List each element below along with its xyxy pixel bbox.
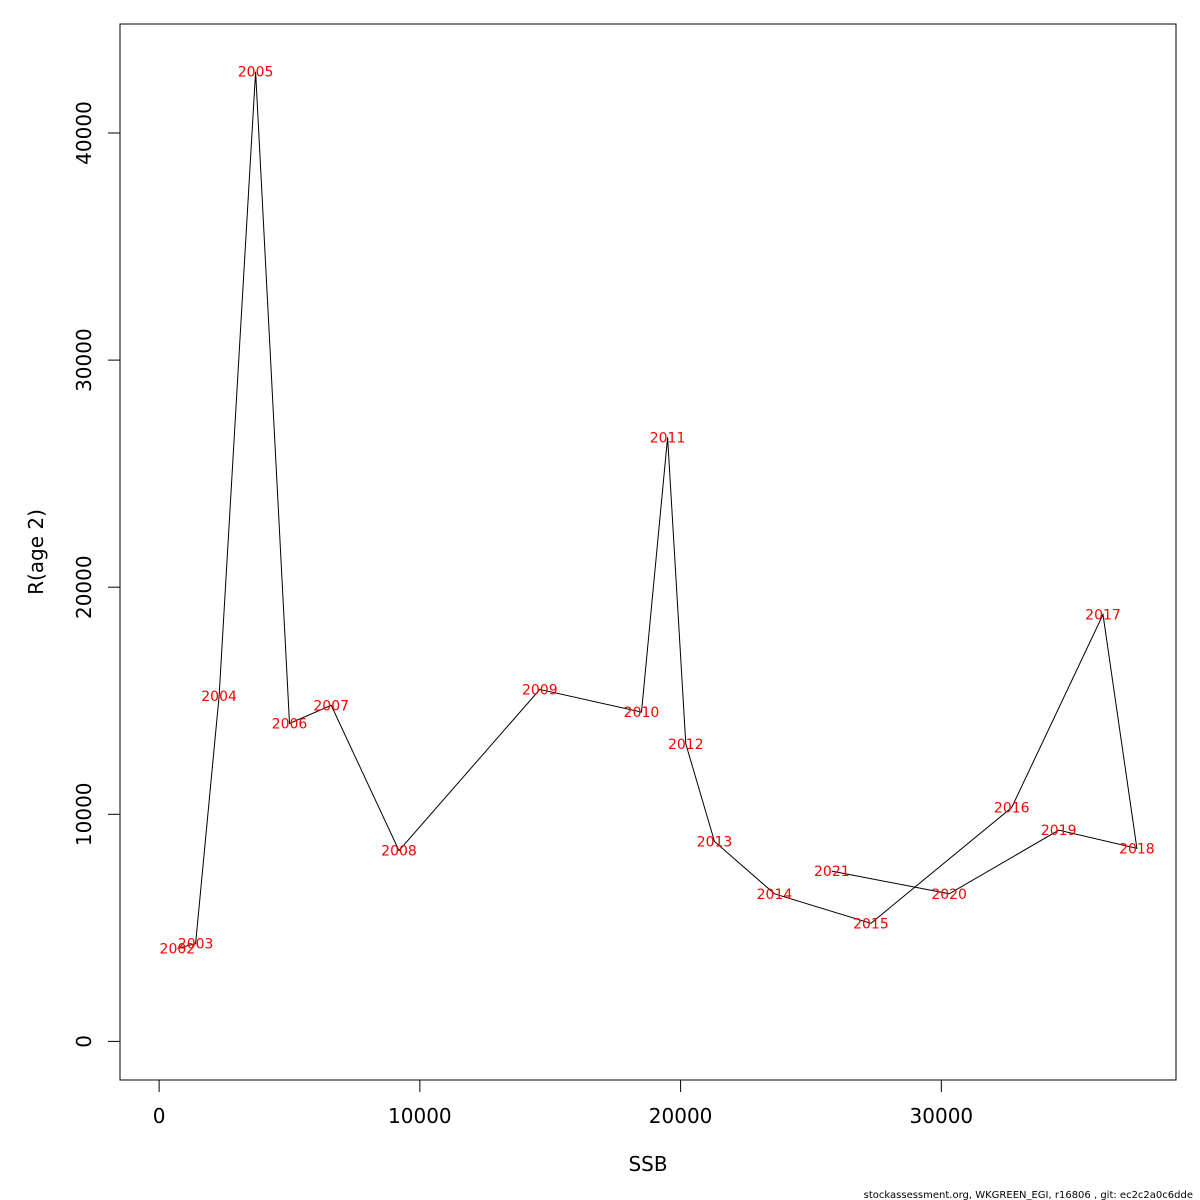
footer-credit: stockassessment.org, WKGREEN_EGI, r16806… [864, 1190, 1193, 1200]
y-axis: 0 10000 20000 30000 40000 [72, 101, 121, 1048]
y-tick-label: 0 [72, 1035, 96, 1048]
point-label-2006: 2006 [272, 716, 308, 732]
x-tick-label: 20000 [649, 1104, 713, 1128]
x-tick-label: 10000 [388, 1104, 452, 1128]
point-label-2018: 2018 [1119, 841, 1155, 857]
point-label-2020: 2020 [931, 887, 967, 903]
x-tick-label: 0 [153, 1104, 166, 1128]
point-label-2012: 2012 [668, 737, 704, 753]
point-label-2021: 2021 [814, 864, 850, 880]
point-label-2011: 2011 [650, 430, 686, 446]
x-tick-label: 30000 [910, 1104, 974, 1128]
y-tick-label: 20000 [72, 555, 96, 619]
point-label-2007: 2007 [313, 698, 349, 714]
point-label-2017: 2017 [1085, 607, 1121, 623]
point-label-2004: 2004 [201, 689, 237, 705]
series-polyline [177, 71, 1138, 949]
point-label-2009: 2009 [522, 682, 558, 698]
point-label-2019: 2019 [1041, 823, 1077, 839]
point-label-2010: 2010 [624, 705, 660, 721]
plot-frame [119, 23, 1177, 1081]
series-line [177, 71, 1138, 949]
y-tick-label: 30000 [72, 328, 96, 392]
point-label-2005: 2005 [238, 65, 274, 81]
y-tick-label: 40000 [72, 101, 96, 165]
point-label-2008: 2008 [381, 844, 417, 860]
y-tick-label: 10000 [72, 782, 96, 846]
point-label-2013: 2013 [697, 835, 733, 851]
point-label-2002: 2002 [160, 941, 196, 957]
point-label-2015: 2015 [853, 916, 889, 932]
x-axis: 0 10000 20000 30000 [153, 1079, 974, 1128]
point-label-2014: 2014 [757, 887, 793, 903]
point-label-2016: 2016 [994, 800, 1030, 816]
y-axis-title: R(age 2) [24, 509, 48, 595]
x-axis-title: SSB [628, 1152, 667, 1176]
point-label-2003: 2003 [178, 937, 214, 953]
